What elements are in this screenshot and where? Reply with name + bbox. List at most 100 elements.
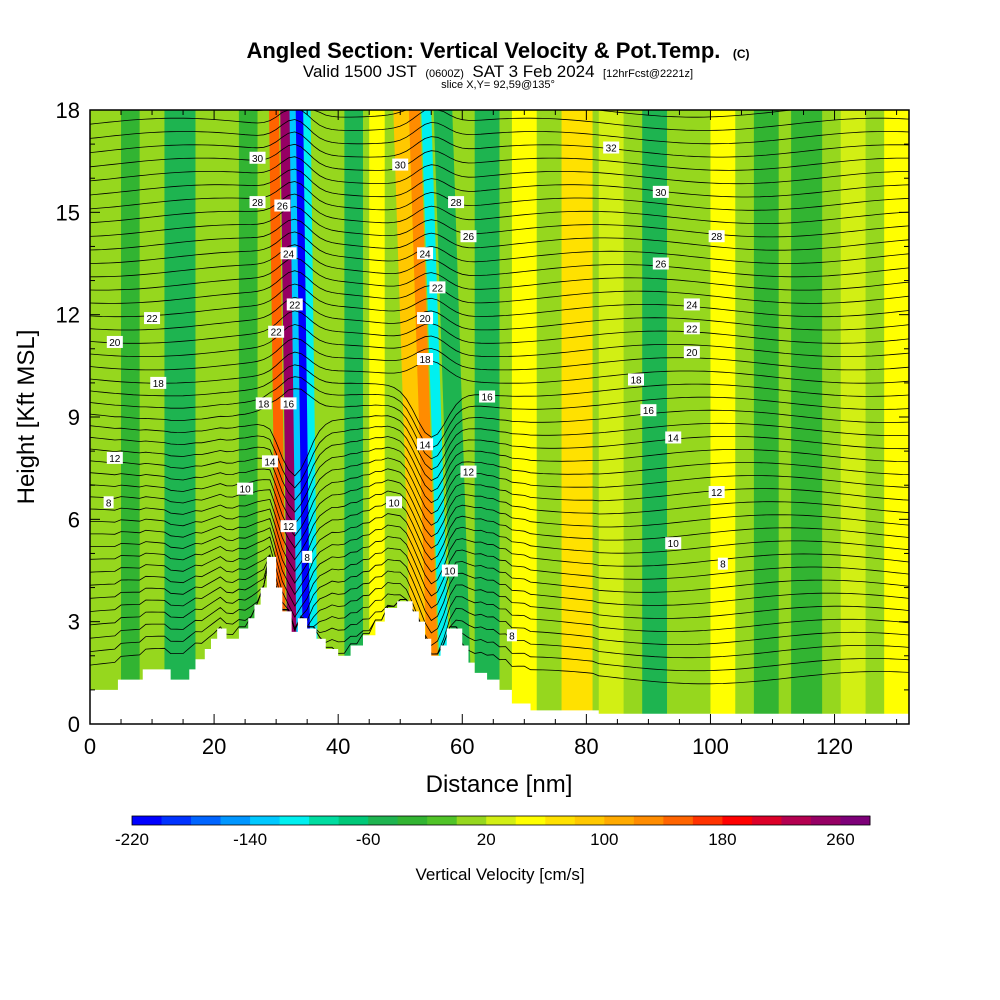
isentrope-line: [90, 436, 909, 501]
isentrope-contours: [90, 110, 909, 685]
isentrope-label: 22: [686, 324, 698, 335]
isentrope-line: [90, 555, 909, 659]
isentrope-line: [90, 479, 909, 549]
isentrope-label: 10: [668, 539, 680, 550]
isentrope-label: 22: [432, 283, 444, 294]
isentrope-label-bg: [506, 629, 517, 642]
isentrope-label: 28: [451, 198, 463, 209]
isentrope-line: [90, 351, 909, 384]
velocity-band: [598, 110, 624, 724]
isentrope-label-bg: [249, 151, 266, 164]
colorbar-swatch: [220, 816, 251, 825]
isentrope-label: 8: [509, 631, 515, 642]
isentrope-label: 30: [252, 154, 264, 165]
isentrope-label: 30: [395, 161, 407, 172]
velocity-band: [884, 110, 909, 724]
isentrope-label-bg: [665, 431, 682, 444]
isentrope-line: [90, 324, 909, 357]
isentrope-label-bg: [261, 455, 278, 468]
colorbar-frame: [131, 815, 871, 826]
isentrope-label-bg: [386, 496, 403, 509]
x-tick-label: 60: [450, 734, 474, 759]
y-tick-label: 3: [68, 610, 80, 635]
colorbar-swatch: [515, 816, 546, 825]
x-tick-label: 20: [202, 734, 226, 759]
isentrope-label: 10: [240, 485, 252, 496]
x-tick-label: 0: [84, 734, 96, 759]
y-tick-label: 15: [56, 200, 80, 225]
isentrope-line: [90, 553, 909, 634]
isentrope-label-bg: [717, 557, 728, 570]
isentrope-label-bg: [286, 298, 303, 311]
isentrope-label: 16: [482, 393, 494, 404]
isentrope-line: [90, 364, 909, 438]
isentrope-label: 22: [271, 328, 283, 339]
colorbar-swatch: [132, 816, 163, 825]
isentrope-line: [90, 206, 909, 238]
isentrope-label: 28: [711, 232, 723, 243]
isentrope-label-bg: [106, 451, 123, 464]
isentrope-label-bg: [150, 376, 167, 389]
isentrope-label: 24: [419, 249, 431, 260]
colorbar-swatch: [722, 816, 753, 825]
colorbar-swatch: [751, 816, 782, 825]
y-tick-label: 12: [56, 303, 80, 328]
isentrope-line: [90, 218, 909, 251]
isentrope-label: 20: [419, 314, 431, 325]
isentrope-label: 12: [711, 488, 723, 499]
colorbar-swatch: [545, 816, 576, 825]
isentrope-label-bg: [448, 196, 465, 209]
velocity-band: [840, 110, 866, 724]
isentrope-label-bg: [460, 465, 477, 478]
velocity-band: [344, 110, 363, 724]
isentrope-label-bg: [268, 325, 285, 338]
isentrope-label: 22: [146, 314, 158, 325]
colorbar-swatch: [309, 816, 340, 825]
isentrope-label-bg: [417, 247, 434, 260]
colorbar-swatch: [692, 816, 723, 825]
isentrope-label-bg: [417, 438, 434, 451]
isentrope-label-bg: [429, 281, 446, 294]
isentrope-label: 14: [668, 433, 680, 444]
isentrope-label: 8: [106, 498, 112, 509]
isentrope-label: 30: [655, 188, 667, 199]
isentrope-label-bg: [652, 185, 669, 198]
isentrope-label-bg: [237, 482, 254, 495]
isentrope-label-bg: [280, 397, 297, 410]
svg-text:Valid 1500 JST (0600Z): Valid 1500 JST (0600Z) SAT 3 Feb 2024 [1…: [303, 62, 693, 81]
x-tick-label: 80: [574, 734, 598, 759]
valid-time: Valid 1500 JST: [303, 62, 417, 81]
valid-utc: (0600Z): [425, 68, 464, 80]
isentrope-line: [90, 415, 909, 477]
velocity-band: [408, 110, 441, 724]
isentrope-label: 20: [686, 348, 698, 359]
isentrope-line: [90, 110, 909, 131]
isentrope-label: 10: [388, 498, 400, 509]
isentrope-label-bg: [652, 257, 669, 270]
isentrope-line: [90, 283, 909, 318]
isentrope-label: 8: [720, 560, 726, 571]
isentrope-label-bg: [280, 247, 297, 260]
isentrope-label-bg: [603, 141, 620, 154]
isentrope-label: 14: [264, 457, 276, 468]
isentrope-label-bg: [274, 199, 291, 212]
y-tick-label: 6: [68, 507, 80, 532]
isentrope-line: [90, 257, 909, 291]
isentrope-label-bg: [460, 230, 477, 243]
colorbar-tick-label: -140: [233, 830, 267, 849]
isentrope-line: [90, 156, 909, 185]
x-tick-label: 40: [326, 734, 350, 759]
colorbar-swatch: [279, 816, 310, 825]
isentrope-line: [90, 555, 909, 672]
colorbar-swatch: [368, 816, 399, 825]
x-tick-labels: 0 20 40 60 80 100 120: [84, 734, 853, 759]
velocity-band: [393, 110, 432, 724]
isentrope-line: [90, 131, 909, 158]
isentrope-label: 10: [444, 567, 456, 578]
velocity-band: [433, 110, 473, 724]
isentrope-line: [90, 554, 909, 630]
velocity-band: [238, 110, 258, 724]
isentrope-label: 32: [606, 144, 618, 155]
isentrope-label-bg: [255, 397, 272, 410]
isentrope-label-bg: [249, 196, 266, 209]
